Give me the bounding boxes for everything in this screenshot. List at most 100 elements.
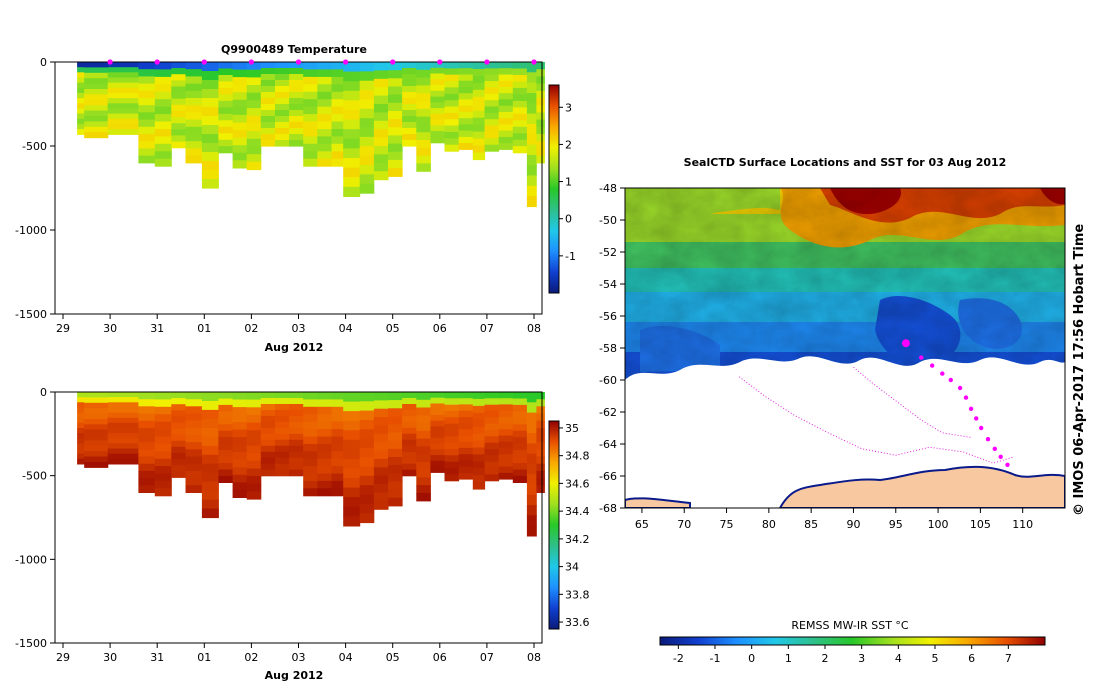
profile-segment <box>201 418 219 429</box>
profile-segment <box>484 132 500 139</box>
profile-segment <box>458 68 474 75</box>
profile-segment <box>154 451 172 460</box>
profile-segment <box>260 122 276 129</box>
profile-segment <box>343 506 361 517</box>
profile-column <box>246 62 262 171</box>
profile-segment <box>430 432 445 439</box>
profile-segment <box>107 422 139 429</box>
profile-segment <box>512 100 528 108</box>
profile-column <box>275 392 290 477</box>
profile-segment <box>359 118 375 129</box>
profile-segment <box>218 443 233 451</box>
profile-segment <box>343 71 361 82</box>
profile-segment <box>185 69 203 77</box>
profile-segment <box>107 118 139 125</box>
profile-segment <box>373 162 389 172</box>
profile-segment <box>472 454 486 462</box>
profile-segment <box>84 105 109 112</box>
profile-segment <box>246 92 262 101</box>
profile-segment <box>373 450 389 460</box>
profile-segment <box>107 402 139 408</box>
profile-segment <box>526 82 537 94</box>
profile-segment <box>260 68 276 75</box>
profile-segment <box>246 414 262 424</box>
profile-segment <box>402 98 417 105</box>
profile-segment <box>260 116 276 123</box>
profile-segment <box>359 165 375 175</box>
profile-segment <box>444 442 460 450</box>
profile-segment <box>388 143 403 153</box>
map-x-tick-label: 65 <box>635 518 649 531</box>
sst-colorbar-tick-label: -2 <box>673 652 684 665</box>
profile-segment <box>232 122 248 131</box>
profile-column <box>444 392 460 482</box>
profile-segment <box>246 437 262 447</box>
profile-segment <box>289 392 304 399</box>
profile-segment <box>303 158 318 167</box>
profile-segment <box>402 469 417 477</box>
x-tick-label: 05 <box>386 651 400 664</box>
profile-segment <box>185 399 203 407</box>
profile-segment <box>138 98 156 106</box>
profile-segment <box>84 78 109 85</box>
profile-segment <box>388 424 403 434</box>
profile-segment <box>498 392 514 399</box>
profile-column <box>536 392 545 493</box>
profile-segment <box>458 130 474 138</box>
profile-segment <box>388 151 403 161</box>
profile-segment <box>107 407 139 414</box>
profile-segment <box>218 437 233 445</box>
profile-segment <box>512 126 528 134</box>
profile-segment <box>303 488 318 497</box>
y-tick-label: -1000 <box>15 553 47 566</box>
profile-segment <box>171 92 186 100</box>
profile-segment <box>218 456 233 464</box>
profile-segment <box>185 62 203 70</box>
profile-segment <box>107 113 139 120</box>
map-y-tick-label: -64 <box>599 438 617 451</box>
profile-segment <box>536 442 545 450</box>
profile-segment <box>107 108 139 115</box>
profile-marker <box>531 59 537 65</box>
profile-column <box>154 62 172 167</box>
profile-segment <box>77 129 85 135</box>
profile-segment <box>444 87 460 95</box>
profile-segment <box>331 443 344 452</box>
profile-segment <box>289 409 304 417</box>
profile-segment <box>289 140 304 147</box>
profile-segment <box>359 99 375 110</box>
profile-segment <box>343 411 361 422</box>
profile-segment <box>444 423 460 431</box>
profile-segment <box>458 435 474 443</box>
profile-segment <box>472 419 486 428</box>
profile-segment <box>430 67 445 75</box>
profile-segment <box>458 80 474 88</box>
profile-segment <box>171 392 186 399</box>
profile-segment <box>416 438 431 447</box>
profile-segment <box>303 458 318 467</box>
profile-segment <box>232 474 248 483</box>
profile-segment <box>201 481 219 492</box>
profile-segment <box>289 433 304 441</box>
profile-segment <box>218 126 233 134</box>
x-tick-label: 06 <box>433 322 447 335</box>
profile-segment <box>512 75 528 83</box>
profile-segment <box>185 105 203 113</box>
profile-segment <box>275 122 290 129</box>
profile-segment <box>185 463 203 472</box>
profile-segment <box>444 106 460 114</box>
profile-segment <box>289 62 304 69</box>
profile-segment <box>218 100 233 108</box>
seal-track-point <box>948 377 953 383</box>
profile-column <box>430 62 445 144</box>
profile-segment <box>185 134 203 142</box>
profile-segment <box>138 478 156 486</box>
profile-segment <box>218 87 233 95</box>
profile-segment <box>484 112 500 120</box>
profile-segment <box>218 68 233 76</box>
profile-segment <box>317 414 332 423</box>
profile-segment <box>138 399 156 407</box>
profile-segment <box>402 439 417 447</box>
profile-segment <box>458 398 474 405</box>
profile-segment <box>317 158 332 167</box>
